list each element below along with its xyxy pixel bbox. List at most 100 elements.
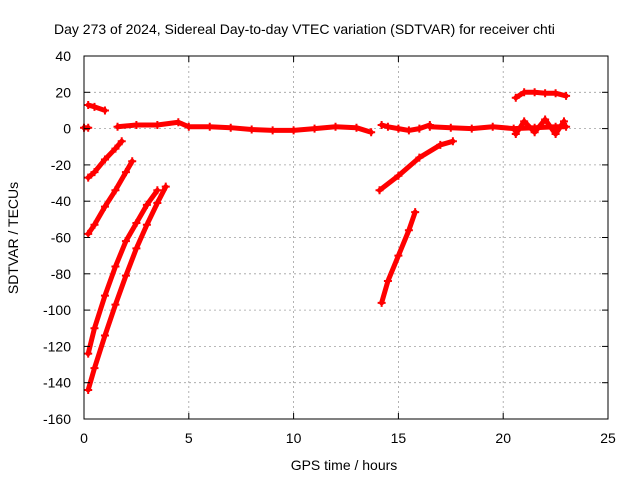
data-point	[352, 123, 361, 132]
series-line	[377, 138, 456, 193]
series-arc-5	[84, 186, 162, 358]
data-point	[562, 91, 571, 100]
data-point	[90, 324, 99, 333]
data-point	[84, 229, 93, 238]
data-point	[467, 124, 476, 133]
data-point	[375, 186, 384, 195]
data-point	[530, 88, 539, 97]
data-point	[113, 122, 122, 131]
data-point	[142, 200, 151, 209]
x-tick-label: 20	[495, 430, 511, 446]
data-point	[90, 168, 99, 177]
data-point	[394, 251, 403, 260]
chart-title: Day 273 of 2024, Sidereal Day-to-day VTE…	[54, 21, 555, 37]
data-point	[90, 364, 99, 373]
data-point	[541, 89, 550, 98]
data-point	[425, 122, 434, 131]
x-axis-label: GPS time / hours	[291, 457, 398, 473]
data-point	[367, 128, 376, 137]
data-point	[511, 93, 520, 102]
data-point	[111, 186, 120, 195]
y-tick-label: -160	[43, 411, 71, 427]
data-point	[404, 226, 413, 235]
data-point	[100, 106, 109, 115]
data-point	[436, 140, 445, 149]
data-point	[289, 126, 298, 135]
series-arc-3	[84, 137, 126, 182]
grid	[84, 56, 608, 419]
data-point	[520, 117, 529, 126]
y-tick-label: -40	[51, 193, 71, 209]
data-point	[448, 137, 457, 146]
series-arc-6	[84, 182, 170, 394]
y-tick-label: 20	[55, 84, 71, 100]
data-point	[84, 349, 93, 358]
data-point	[268, 126, 277, 135]
x-tick-label: 10	[286, 430, 302, 446]
series-line	[85, 187, 160, 357]
data-point	[411, 208, 420, 217]
data-point	[488, 122, 497, 131]
data-point	[415, 124, 424, 133]
data-point	[205, 122, 214, 131]
data-point	[404, 126, 413, 135]
data-point	[394, 171, 403, 180]
series-arc-4	[84, 157, 137, 238]
data-point	[559, 117, 568, 126]
data-point	[121, 237, 130, 246]
data-point	[394, 124, 403, 133]
data-point	[84, 101, 93, 110]
data-point	[377, 298, 386, 307]
data-point	[520, 88, 529, 97]
data-point	[84, 173, 93, 182]
data-point	[84, 123, 93, 132]
y-tick-label: -120	[43, 338, 71, 354]
series-arc-12	[511, 88, 571, 102]
data-point	[551, 130, 560, 139]
data-point	[377, 120, 386, 129]
data-point	[331, 122, 340, 131]
data-point	[128, 157, 137, 166]
data-point	[511, 130, 520, 139]
series-arc-1	[80, 123, 93, 132]
y-tick-label: -20	[51, 157, 71, 173]
data-point	[153, 199, 162, 208]
y-tick-label: -80	[51, 266, 71, 282]
data-point	[161, 182, 170, 191]
data-point	[562, 122, 571, 131]
data-point	[100, 202, 109, 211]
x-tick-label: 0	[80, 430, 88, 446]
data-point	[153, 186, 162, 195]
y-tick-label: 0	[63, 121, 71, 137]
series-line	[85, 158, 135, 237]
x-tick-label: 25	[600, 430, 616, 446]
data-point	[153, 120, 162, 129]
data-point	[541, 115, 550, 124]
data-point	[226, 123, 235, 132]
data-point	[84, 385, 93, 394]
data-point	[121, 271, 130, 280]
series-arc-11	[377, 208, 420, 307]
series-arc-7	[113, 118, 376, 137]
x-tick-label: 5	[185, 430, 193, 446]
data-point	[111, 300, 120, 309]
data-point	[117, 137, 126, 146]
y-tick-label: -100	[43, 302, 71, 318]
data-point	[132, 244, 141, 253]
data-point	[174, 118, 183, 127]
data-point	[310, 124, 319, 133]
data-point	[132, 120, 141, 129]
series-arc-10	[375, 137, 457, 195]
data-point	[530, 128, 539, 137]
data-point	[383, 277, 392, 286]
data-point	[446, 123, 455, 132]
data-point	[100, 155, 109, 164]
y-tick-label: -60	[51, 230, 71, 246]
series-arc-2	[84, 101, 109, 115]
data-point	[121, 168, 130, 177]
data-point	[415, 153, 424, 162]
series-line	[513, 117, 567, 137]
y-axis-label: SDTVAR / TECUs	[5, 182, 21, 294]
ticks: 0 5 10 15 20 25 -160 -140 -120 -100 -80 -60 -40 -20 0 2…	[43, 48, 616, 446]
